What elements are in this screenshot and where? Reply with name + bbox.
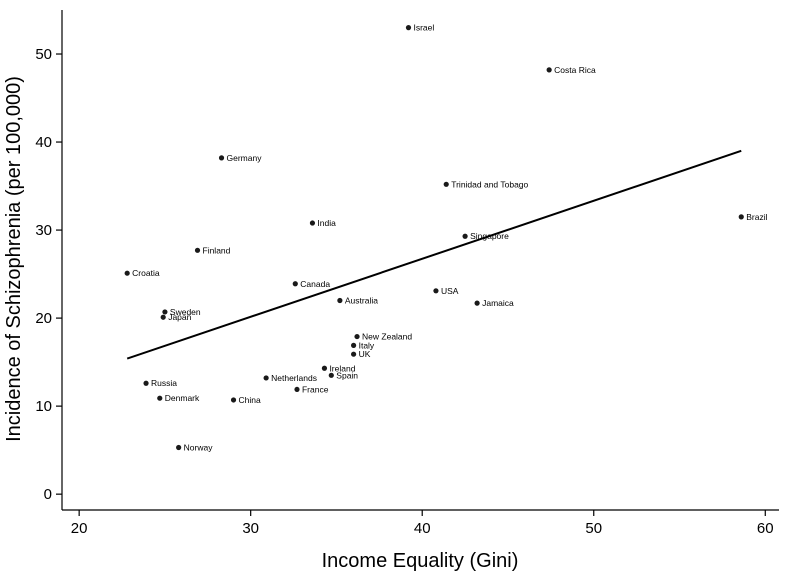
data-point-label: Jamaica: [482, 298, 514, 308]
data-point-label: Italy: [359, 340, 375, 350]
y-tick-label: 50: [35, 46, 52, 63]
y-tick-label: 30: [35, 222, 52, 239]
data-point: [124, 270, 130, 276]
fit-line: [126, 149, 742, 360]
data-point: [176, 444, 182, 451]
data-point-label: Canada: [300, 279, 330, 289]
data-point: [230, 397, 237, 403]
data-point: [328, 372, 334, 378]
data-point-label: Norway: [184, 443, 214, 453]
data-point-label: Trinidad and Tobago: [451, 179, 528, 189]
data-point: [162, 309, 168, 315]
data-point: [160, 314, 166, 320]
data-point: [337, 297, 343, 304]
data-point: [405, 25, 412, 31]
data-point-label: Costa Rica: [554, 65, 596, 75]
data-point: [194, 247, 201, 253]
data-point-label: Sweden: [170, 307, 201, 317]
data-point-label: Denmark: [165, 393, 200, 403]
data-point: [143, 380, 149, 386]
data-point: [738, 214, 744, 220]
data-point-label: UK: [359, 349, 371, 359]
data-point-label: Singapore: [470, 231, 509, 241]
fit-line-group: [126, 149, 742, 360]
data-point-label: Russia: [151, 378, 177, 388]
data-point: [157, 395, 163, 401]
data-point-label: Netherlands: [271, 373, 317, 383]
data-point-label: Japan: [168, 312, 191, 322]
y-axis-title: Incidence of Schizophrenia (per 100,000): [3, 76, 25, 442]
data-point: [321, 365, 328, 371]
x-axis-title: Income Equality (Gini): [322, 550, 519, 572]
data-point-label: Israel: [413, 23, 434, 33]
data-point: [351, 351, 357, 357]
axes: 20 30 40 50 60 0 10 20 30 40 50: [35, 10, 779, 537]
points-group: Israel Costa Rica Germany Trinidad and Toba…: [124, 23, 768, 453]
data-point-label: Germany: [227, 153, 263, 163]
data-point: [292, 281, 298, 287]
x-tick-label: 50: [585, 520, 602, 537]
x-tick-label: 20: [71, 520, 88, 537]
data-point: [443, 181, 449, 187]
data-point-label: Croatia: [132, 268, 160, 278]
data-point-label: Ireland: [329, 363, 355, 373]
data-point-label: Finland: [203, 245, 231, 255]
data-point: [294, 386, 300, 393]
y-tick-label: 10: [35, 398, 52, 415]
x-tick-label: 30: [242, 520, 259, 537]
x-tick-label: 40: [414, 520, 431, 537]
data-point: [354, 333, 360, 340]
data-point-label: USA: [441, 286, 459, 296]
y-tick-label: 0: [44, 486, 52, 503]
data-point: [218, 155, 225, 161]
y-tick-label: 40: [35, 134, 52, 151]
data-point: [433, 288, 439, 294]
data-point: [309, 220, 316, 226]
data-point-label: France: [302, 384, 329, 394]
data-point: [474, 300, 480, 306]
data-point: [546, 67, 552, 73]
data-point: [351, 342, 357, 348]
data-point-label: New Zealand: [362, 332, 412, 342]
data-point-label: Spain: [336, 370, 358, 380]
data-point: [462, 233, 468, 239]
data-point-label: China: [239, 395, 261, 405]
data-point-label: Brazil: [746, 212, 767, 222]
data-point-label: India: [317, 218, 336, 228]
data-point-label: Australia: [345, 295, 378, 305]
x-tick-label: 60: [757, 520, 774, 537]
y-tick-label: 20: [35, 310, 52, 327]
data-point: [263, 375, 269, 381]
